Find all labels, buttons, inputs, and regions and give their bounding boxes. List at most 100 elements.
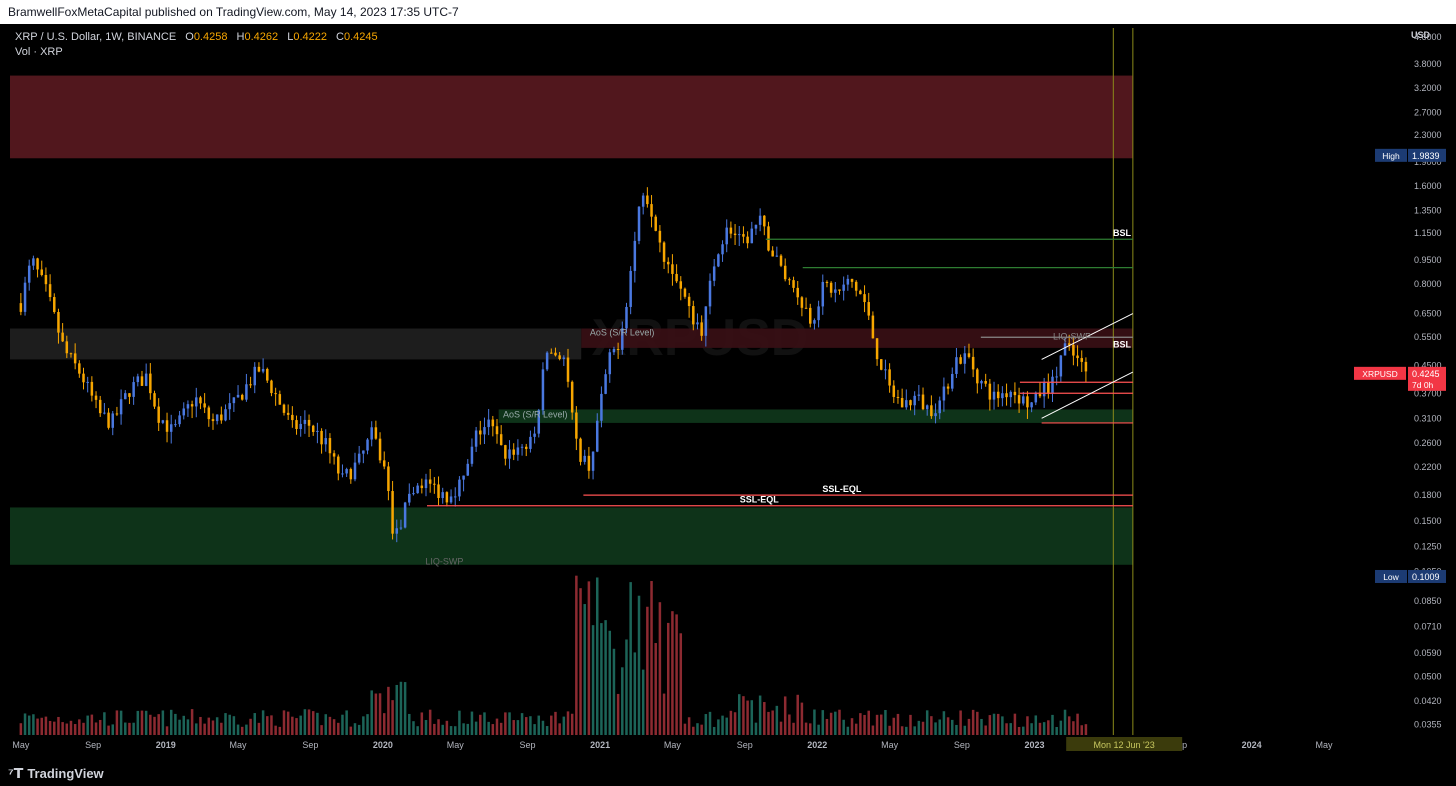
candle-body <box>224 409 227 421</box>
candle-body <box>967 353 971 357</box>
volume-bar <box>1038 722 1042 735</box>
legend-symbol: XRP / U.S. Dollar, 1W, BINANCE <box>15 31 177 43</box>
zone-supply <box>10 75 1133 159</box>
volume-bar <box>520 713 524 735</box>
volume-bar <box>136 710 140 735</box>
volume-bar <box>291 716 294 735</box>
volume-bar <box>491 724 495 735</box>
candle-body <box>1001 393 1004 399</box>
volume-bar <box>433 723 436 735</box>
volume-bar <box>633 652 637 735</box>
volume-bar <box>199 716 202 735</box>
volume-bar <box>725 717 728 735</box>
volume-bar <box>875 714 879 735</box>
volume-bar <box>838 709 841 735</box>
price-tick-label: 0.0710 <box>1414 622 1442 632</box>
volume-bar <box>595 577 599 735</box>
candle-body <box>717 254 720 267</box>
candle-body <box>1005 393 1008 398</box>
candle-body <box>696 322 699 325</box>
candle-body <box>788 279 791 281</box>
candle-body <box>821 281 825 307</box>
volume-bar <box>813 709 816 735</box>
volume-bar <box>495 718 499 735</box>
candle-body <box>495 426 499 435</box>
tradingview-logo[interactable]: ⁷𝗧 TradingView <box>8 765 104 782</box>
candle-body <box>992 391 996 400</box>
volume-bar <box>182 715 186 735</box>
price-chart[interactable]: XRPUSD BSL BSL SSL-EQL SSL-EQL AoS (S/R Leve… <box>0 24 1456 758</box>
candle-body <box>370 427 373 440</box>
volume-bar <box>282 710 286 735</box>
candle-body <box>382 460 386 467</box>
price-tick-label: 3.2000 <box>1414 83 1442 93</box>
legend-close: 0.4245 <box>344 31 378 43</box>
volume-bar <box>763 702 766 735</box>
volume-bar <box>1067 716 1071 735</box>
time-tick-label: May <box>447 740 465 750</box>
candle-body <box>416 485 419 494</box>
volume-bar <box>700 724 703 735</box>
volume-bar <box>466 723 470 735</box>
volume-bar <box>107 725 110 735</box>
volume-bar <box>1017 726 1021 735</box>
volume-bar <box>566 711 570 735</box>
volume-bar <box>362 716 365 735</box>
candle-body <box>771 250 774 257</box>
zone-aos-lower <box>498 409 1133 423</box>
time-tick-label: 2023 <box>1024 740 1044 750</box>
volume-bar <box>900 726 904 735</box>
price-tick-label: 1.1500 <box>1414 228 1442 238</box>
price-tick-label: 0.3100 <box>1414 413 1442 423</box>
candle-body <box>946 386 950 389</box>
volume-bar <box>850 718 854 735</box>
candle-body <box>303 419 307 424</box>
candle-body <box>257 366 261 372</box>
cursor-time-label: Mon 12 Jun '23 <box>1094 740 1155 750</box>
candle-body <box>103 412 106 414</box>
volume-bar <box>111 724 114 735</box>
candle-body <box>174 424 177 426</box>
candle-body <box>324 438 328 445</box>
volume-bar <box>854 723 858 735</box>
candle-body <box>595 420 599 452</box>
volume-bar <box>266 716 269 735</box>
candle-body <box>746 236 749 244</box>
candle-body <box>921 394 925 410</box>
volume-bar <box>412 721 415 735</box>
volume-bar <box>165 726 169 735</box>
candle-body <box>128 393 131 397</box>
candle-body <box>854 281 858 291</box>
volume-bar <box>1009 723 1012 735</box>
candle-body <box>341 473 344 475</box>
price-tick-label: 0.2200 <box>1414 462 1442 472</box>
candle-body <box>808 307 812 324</box>
candle-body <box>813 320 816 324</box>
volume-bar <box>608 630 612 735</box>
candle-body <box>524 446 528 449</box>
volume-bar <box>61 722 64 735</box>
candle-body <box>211 419 215 422</box>
candle-body <box>236 394 240 398</box>
candle-body <box>36 258 39 270</box>
volume-bar <box>867 710 870 735</box>
volume-bar <box>796 694 799 735</box>
candle-body <box>1059 355 1063 377</box>
candle-body <box>834 289 837 293</box>
time-tick-label: 2020 <box>373 740 393 750</box>
volume-bar <box>453 726 457 735</box>
candle-body <box>124 393 127 400</box>
volume-bar <box>220 722 223 735</box>
candle-body <box>570 381 574 413</box>
candle-body <box>245 384 248 400</box>
volume-bar <box>779 721 783 735</box>
volume-bar <box>550 715 553 735</box>
candle-body <box>420 485 424 489</box>
volume-bar <box>328 716 332 735</box>
volume-bar <box>825 718 829 735</box>
price-tick-label: 0.0355 <box>1414 720 1442 730</box>
volume-bar <box>207 717 211 735</box>
volume-bar <box>458 710 461 735</box>
candle-body <box>445 492 449 503</box>
volume-bar <box>750 700 754 735</box>
